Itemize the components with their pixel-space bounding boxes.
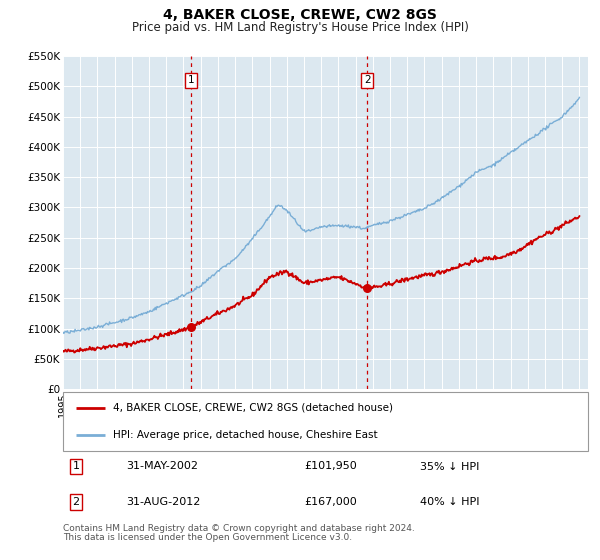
Text: 40% ↓ HPI: 40% ↓ HPI — [420, 497, 479, 507]
Text: £167,000: £167,000 — [305, 497, 357, 507]
Point — [186, 323, 196, 332]
Text: £101,950: £101,950 — [305, 461, 357, 472]
Point — [362, 283, 372, 292]
Text: 2: 2 — [364, 75, 370, 85]
Text: 4, BAKER CLOSE, CREWE, CW2 8GS (detached house): 4, BAKER CLOSE, CREWE, CW2 8GS (detached… — [113, 403, 393, 413]
Text: This data is licensed under the Open Government Licence v3.0.: This data is licensed under the Open Gov… — [63, 533, 352, 542]
Text: 4, BAKER CLOSE, CREWE, CW2 8GS: 4, BAKER CLOSE, CREWE, CW2 8GS — [163, 8, 437, 22]
Text: 1: 1 — [73, 461, 80, 472]
Text: 31-AUG-2012: 31-AUG-2012 — [126, 497, 200, 507]
Text: HPI: Average price, detached house, Cheshire East: HPI: Average price, detached house, Ches… — [113, 430, 377, 440]
Text: 35% ↓ HPI: 35% ↓ HPI — [420, 461, 479, 472]
Text: Price paid vs. HM Land Registry's House Price Index (HPI): Price paid vs. HM Land Registry's House … — [131, 21, 469, 34]
FancyBboxPatch shape — [63, 392, 588, 451]
Text: 1: 1 — [187, 75, 194, 85]
Text: 31-MAY-2002: 31-MAY-2002 — [126, 461, 198, 472]
Text: 2: 2 — [73, 497, 80, 507]
Text: Contains HM Land Registry data © Crown copyright and database right 2024.: Contains HM Land Registry data © Crown c… — [63, 524, 415, 533]
